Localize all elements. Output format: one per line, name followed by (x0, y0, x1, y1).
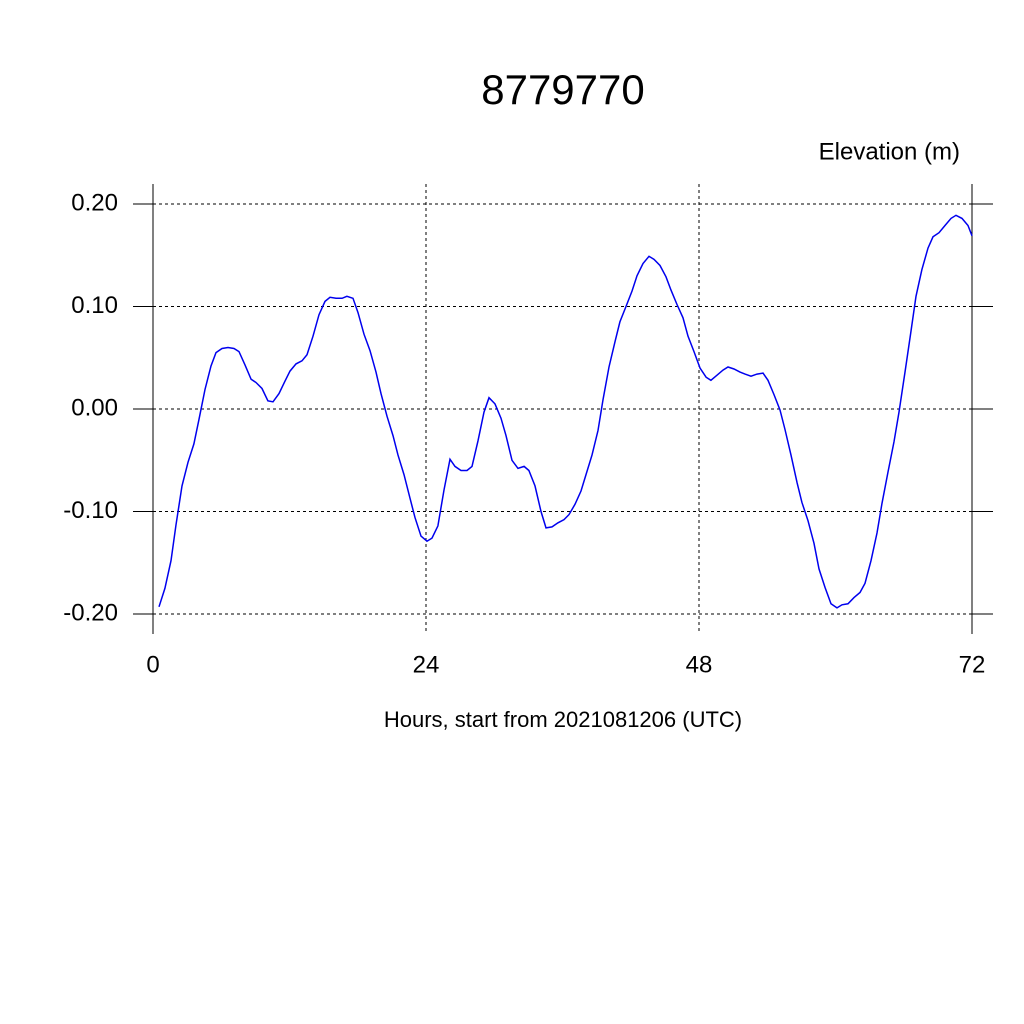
y-tick-label: -0.10 (63, 497, 118, 524)
x-axis-label: Hours, start from 2021081206 (UTC) (384, 707, 742, 732)
x-tick-label: 24 (413, 651, 440, 678)
x-tick-label: 0 (146, 651, 159, 678)
y-tick-label: 0.20 (71, 189, 118, 216)
chart-subtitle: Elevation (m) (819, 138, 960, 165)
y-tick-label: 0.00 (71, 394, 118, 421)
y-tick-label: -0.20 (63, 599, 118, 626)
data-line (158, 214, 973, 609)
chart-title: 8779770 (481, 66, 645, 113)
y-tick-label: 0.10 (71, 292, 118, 319)
x-tick-label: 48 (686, 651, 713, 678)
x-tick-label: 72 (959, 651, 986, 678)
